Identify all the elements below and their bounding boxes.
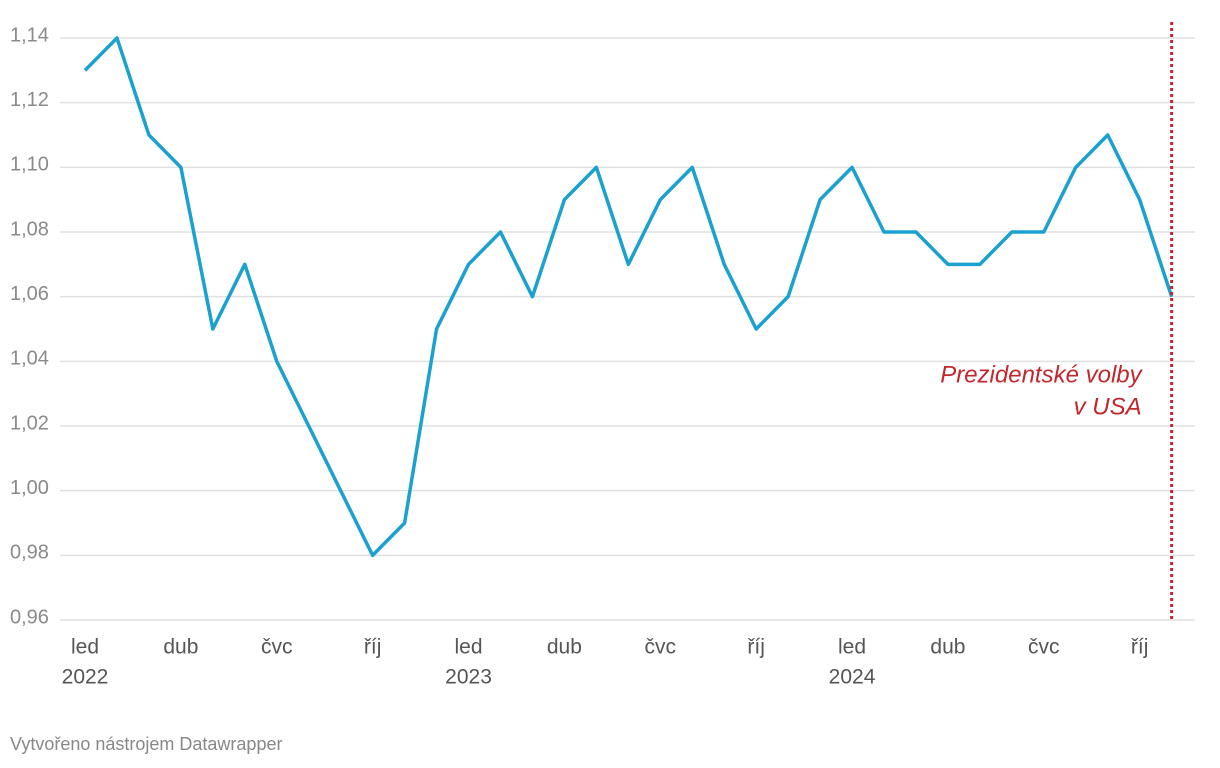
x-tick-label: dub: [547, 636, 582, 659]
x-tick-label: říj: [747, 636, 765, 659]
x-tick-label: led: [838, 636, 866, 659]
x-tick-label: dub: [163, 636, 198, 659]
x-tick-label: dub: [930, 636, 965, 659]
y-tick-label: 0,98: [10, 542, 49, 564]
footer: Vytvořeno nástrojem Datawrapper: [10, 734, 282, 754]
annotation-text: v USA: [1074, 393, 1142, 420]
x-tick-label: čvc: [261, 636, 293, 659]
annotation-text: Prezidentské volby: [940, 361, 1143, 388]
line: [83, 36, 1174, 558]
x-tick-label: čvc: [1028, 636, 1060, 659]
x-tick-year: 2022: [62, 666, 109, 689]
y-tick-label: 1,02: [10, 412, 49, 434]
y-tick-label: 1,10: [10, 154, 49, 176]
x-tick-label: říj: [1131, 636, 1149, 659]
y-tick-label: 1,08: [10, 218, 49, 240]
x-tick-year: 2023: [445, 666, 492, 689]
x-tick-label: čvc: [645, 636, 677, 659]
x-tick-year: 2024: [829, 666, 876, 689]
x-tick-label: led: [455, 636, 483, 659]
y-tick-label: 1,06: [10, 283, 49, 305]
y-tick-label: 1,14: [10, 24, 49, 46]
x-tick-label: led: [71, 636, 99, 659]
y-tick-label: 1,04: [10, 348, 49, 370]
y-tick-label: 1,12: [10, 89, 49, 111]
y-tick-label: 1,00: [10, 477, 49, 499]
y-tick-label: 0,96: [10, 606, 49, 628]
x-tick-label: říj: [364, 636, 382, 659]
